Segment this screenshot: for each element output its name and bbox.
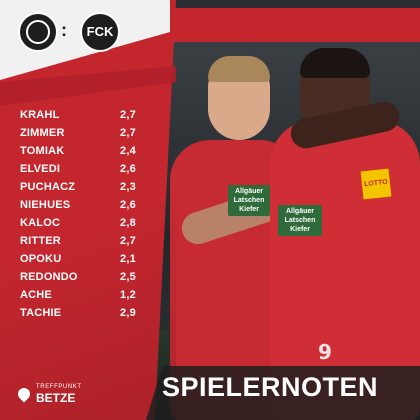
player-grade: 2,9 [120,307,136,319]
player-grade: 2,7 [120,109,136,121]
player-photo: Allgäuer Latschen Kiefer Allgäuer Latsch… [150,0,420,420]
rating-row: TACHIE 2,9 [20,304,150,322]
player-name: RITTER [20,235,61,247]
player-grade: 1,2 [120,289,136,301]
panel-shade [0,100,176,420]
player-grade: 2,7 [120,127,136,139]
player-name: OPOKU [20,253,62,265]
rating-row: TOMIAK 2,4 [20,142,150,160]
player-name: TACHIE [20,307,62,319]
player-name: TOMIAK [20,145,65,157]
score-separator: : [61,20,67,40]
player-grade: 2,5 [120,271,136,283]
page-title: SPIELERNOTEN [162,372,379,402]
player-grade: 2,4 [120,145,136,157]
rating-row: KRAHL 2,7 [20,106,150,124]
rating-row: NIEHUES 2,6 [20,196,150,214]
rating-row: KALOC 2,8 [20,214,150,232]
player-name: ACHE [20,289,52,301]
shirt-sponsor: Allgäuer Latschen Kiefer [228,185,270,216]
player-name: ELVEDI [20,163,61,175]
player-name: PUCHACZ [20,181,76,193]
rating-row: ELVEDI 2,6 [20,160,150,178]
rating-row: ACHE 1,2 [20,286,150,304]
player-grade: 2,7 [120,235,136,247]
rating-row: REDONDO 2,5 [20,268,150,286]
rating-row: PUCHACZ 2,3 [20,178,150,196]
hansa-rostock-crest-icon [18,12,58,52]
player-name: NIEHUES [20,199,71,211]
shirt-number: 9 [318,340,332,364]
rating-row: RITTER 2,7 [20,232,150,250]
fck-crest-icon: FCK [80,12,120,52]
stadium-banner [170,8,420,42]
player-ratings-list: KRAHL 2,7 ZIMMER 2,7 TOMIAK 2,4 ELVEDI 2… [20,106,150,322]
lotto-patch: LOTTO [360,168,392,200]
player-grade: 2,6 [120,163,136,175]
rating-row: OPOKU 2,1 [20,250,150,268]
player-name: KRAHL [20,109,60,121]
shirt-sponsor: Allgäuer Latschen Kiefer [278,205,322,236]
player-grade: 2,3 [120,181,136,193]
brand-big-text: BETZE [36,391,76,405]
player-grade: 2,6 [120,199,136,211]
player-grade: 2,8 [120,217,136,229]
rating-row: ZIMMER 2,7 [20,124,150,142]
player-name: ZIMMER [20,127,65,139]
player-grade: 2,1 [120,253,136,265]
player-name: REDONDO [20,271,78,283]
brand-small-text: TREFFPUNKT [36,384,82,390]
title-background [146,366,420,420]
player-name: KALOC [20,217,61,229]
